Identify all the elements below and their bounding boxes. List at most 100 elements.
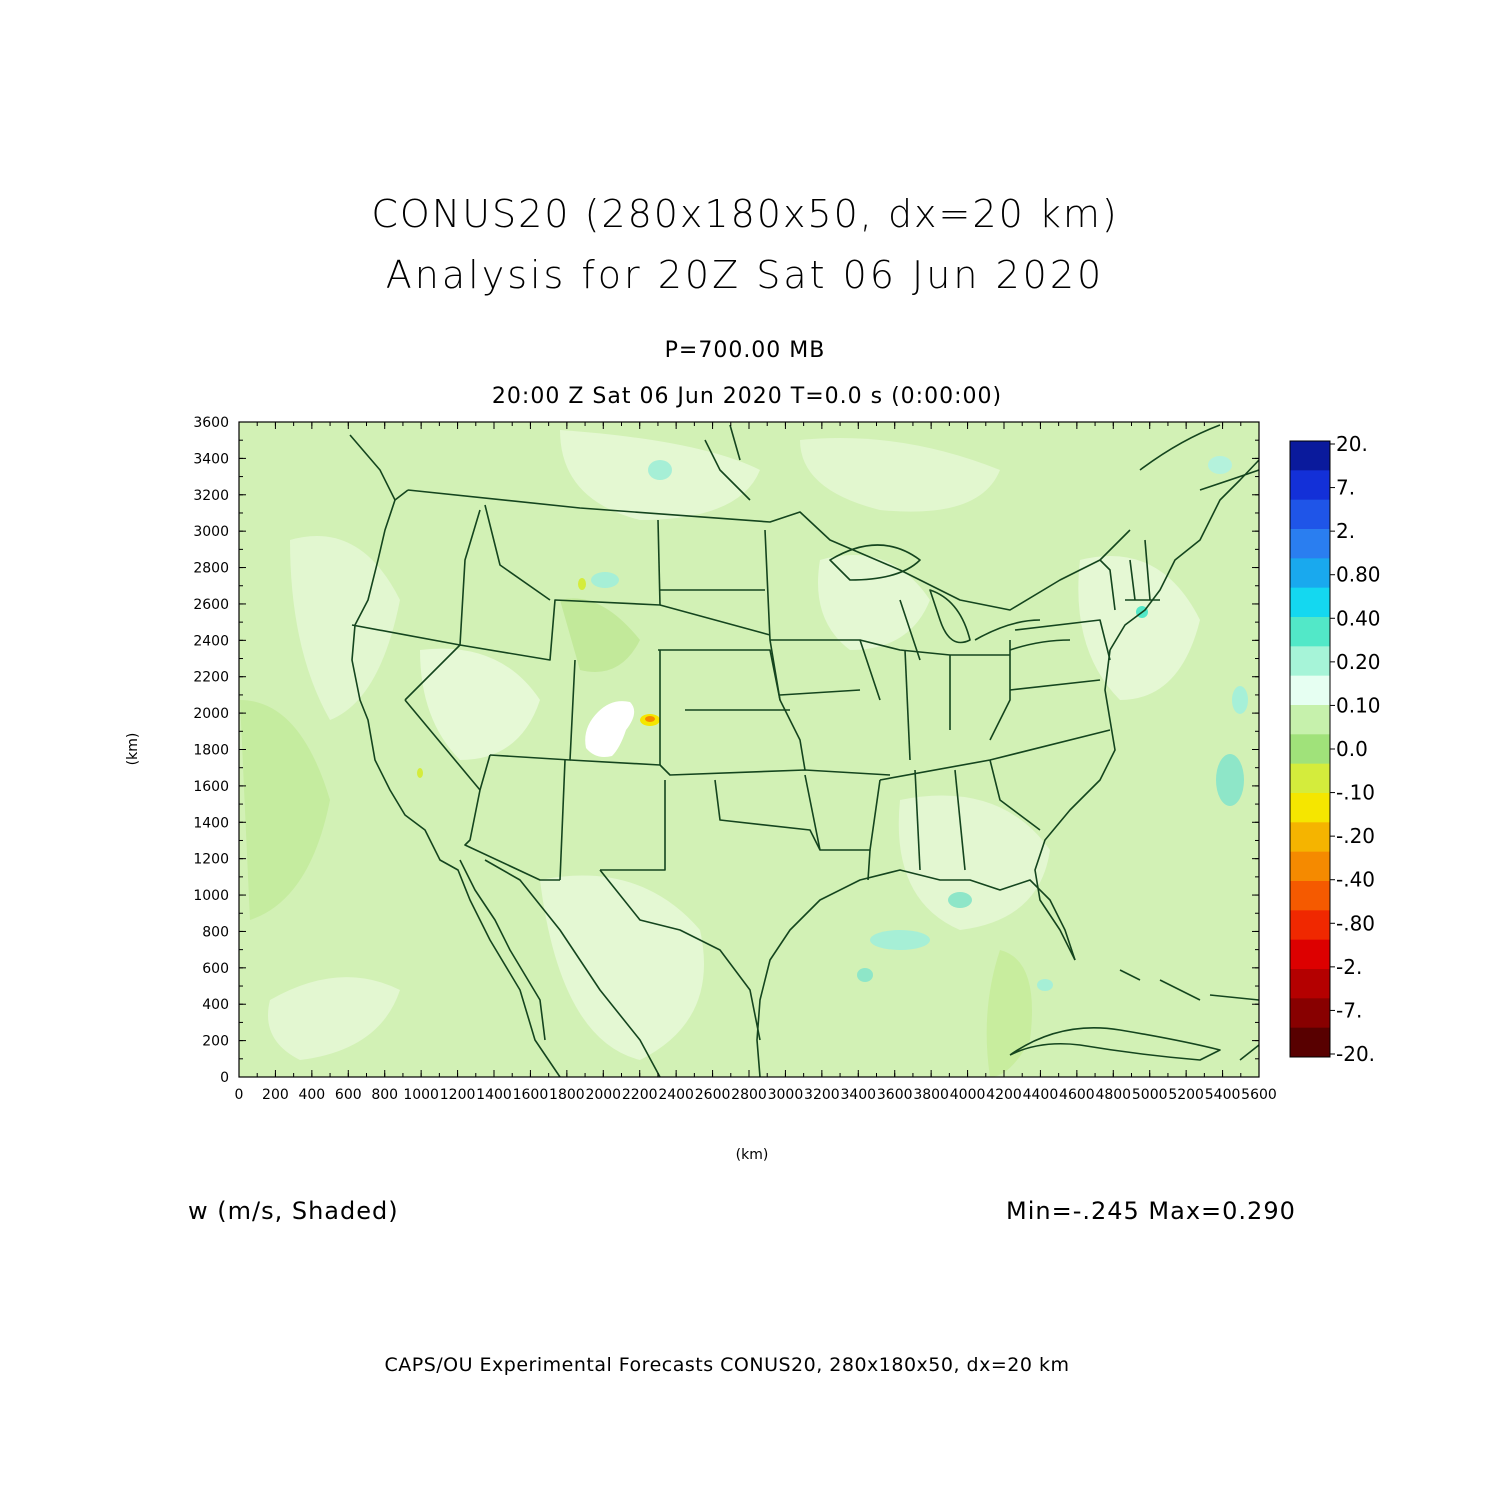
colorbar-label: 20. — [1336, 432, 1368, 456]
colorbar-label: -.10 — [1336, 781, 1375, 805]
y-tick-label: 2000 — [193, 706, 229, 722]
y-tick-label: 2800 — [193, 561, 229, 577]
colorbar-swatch — [1290, 675, 1330, 706]
x-tick-label: 4200 — [986, 1087, 1022, 1103]
y-tick-label: 600 — [202, 961, 229, 977]
colorbar-swatch — [1290, 881, 1330, 911]
colorbar-swatch — [1290, 910, 1330, 941]
colorbar-label: -.80 — [1336, 911, 1375, 935]
colorbar-label: -7. — [1336, 998, 1362, 1022]
colorbar-label: 0.40 — [1336, 606, 1381, 630]
colorbar-swatch — [1290, 470, 1330, 501]
colorbar-swatch — [1290, 1027, 1330, 1058]
y-axis-label: (km) — [125, 733, 141, 766]
x-tick-label: 1200 — [440, 1087, 476, 1103]
x-tick-label: 1000 — [403, 1087, 439, 1103]
colorbar-swatch — [1290, 646, 1330, 677]
x-tick-label: 3200 — [804, 1087, 840, 1103]
colorbar-label: -2. — [1336, 955, 1362, 979]
axis-ticks — [238, 421, 1260, 1078]
y-tick-label: 400 — [202, 997, 229, 1013]
y-tick-label: 3400 — [193, 451, 229, 467]
colorbar-label: 7. — [1336, 476, 1355, 500]
colorbar-swatch — [1290, 763, 1330, 794]
y-tick-label: 0 — [220, 1070, 229, 1086]
x-tick-label: 4400 — [1023, 1087, 1059, 1103]
y-tick-label: 3600 — [193, 415, 229, 431]
x-tick-label: 4600 — [1059, 1087, 1095, 1103]
x-tick-label: 600 — [335, 1087, 362, 1103]
x-tick-label: 2800 — [731, 1087, 767, 1103]
y-tick-labels: 0 200 400 600 800 1000 1200 1400 1600 1800 2000 220… — [193, 415, 229, 1086]
colorbar-swatch — [1290, 851, 1330, 882]
x-tick-label: 5400 — [1205, 1087, 1241, 1103]
y-tick-label: 3200 — [193, 488, 229, 504]
colorbar-swatch — [1290, 998, 1330, 1029]
pressure-level: P=700.00 MB — [664, 338, 826, 363]
y-tick-label: 1400 — [193, 815, 229, 831]
colorbar-label: 0.0 — [1336, 737, 1368, 761]
x-tick-label: 5200 — [1168, 1087, 1204, 1103]
valid-time: 20:00 Z Sat 06 Jun 2020 T=0.0 s (0:00:00… — [491, 384, 1003, 409]
min-max-readout: Min=-.245 Max=0.290 — [1006, 1197, 1296, 1225]
y-tick-label: 3000 — [193, 524, 229, 540]
colorbar-label: 2. — [1336, 519, 1355, 543]
colorbar-swatch — [1290, 705, 1330, 735]
x-tick-label: 1400 — [476, 1087, 512, 1103]
x-tick-label: 200 — [262, 1087, 289, 1103]
x-tick-label: 2600 — [695, 1087, 731, 1103]
colorbar-swatch — [1290, 939, 1330, 970]
x-tick-label: 1800 — [549, 1087, 585, 1103]
y-tick-label: 2400 — [193, 633, 229, 649]
x-tick-label: 2400 — [658, 1087, 694, 1103]
chart-title-line2: Analysis for 20Z Sat 06 Jun 2020 — [385, 253, 1105, 297]
x-tick-label: 4000 — [950, 1087, 986, 1103]
x-tick-label: 0 — [235, 1087, 244, 1103]
x-tick-label: 3400 — [840, 1087, 876, 1103]
variable-label: w (m/s, Shaded) — [188, 1197, 399, 1225]
x-tick-label: 3800 — [913, 1087, 949, 1103]
shaded-field — [239, 422, 1259, 1077]
x-tick-label: 2200 — [622, 1087, 658, 1103]
x-tick-label: 5600 — [1241, 1087, 1277, 1103]
colorbar-swatch — [1290, 822, 1330, 853]
colorbar-swatch — [1290, 499, 1330, 530]
x-axis-label: (km) — [736, 1147, 769, 1163]
colorbar-label: -20. — [1336, 1042, 1375, 1066]
y-tick-label: 1600 — [193, 779, 229, 795]
x-tick-label: 4800 — [1095, 1087, 1131, 1103]
colorbar-swatch — [1290, 558, 1330, 589]
colorbar-swatch — [1290, 969, 1330, 999]
x-tick-label: 1600 — [513, 1087, 549, 1103]
map-boundaries — [349, 424, 1259, 1077]
colorbar: 20. 7. 2. 0.80 0.40 0.20 0.10 0.0 -.10 -.20 -.40 -.… — [1289, 432, 1381, 1066]
colorbar-label: -.20 — [1336, 824, 1375, 848]
chart-title-line1: CONUS20 (280x180x50, dx=20 km) — [371, 192, 1119, 236]
footer-credit: CAPS/OU Experimental Forecasts CONUS20, … — [384, 1354, 1070, 1376]
x-tick-label: 5000 — [1132, 1087, 1168, 1103]
x-tick-label: 3600 — [877, 1087, 913, 1103]
colorbar-swatch — [1290, 734, 1330, 765]
x-tick-label: 3000 — [768, 1087, 804, 1103]
x-tick-label: 400 — [298, 1087, 325, 1103]
colorbar-swatch — [1290, 441, 1330, 471]
y-tick-label: 1200 — [193, 852, 229, 868]
x-tick-label: 2000 — [585, 1087, 621, 1103]
x-tick-labels: 0 200 400 600 800 1000 1200 1400 1600 1800 2000 220… — [235, 1087, 1277, 1103]
colorbar-label: 0.80 — [1336, 563, 1381, 587]
y-tick-label: 2600 — [193, 597, 229, 613]
x-tick-label: 800 — [371, 1087, 398, 1103]
colorbar-label: 0.10 — [1336, 693, 1381, 717]
colorbar-swatch — [1290, 529, 1330, 559]
colorbar-swatch — [1290, 587, 1330, 618]
colorbar-swatch — [1290, 793, 1330, 823]
colorbar-label: 0.20 — [1336, 650, 1381, 674]
y-tick-label: 800 — [202, 924, 229, 940]
y-tick-label: 200 — [202, 1034, 229, 1050]
y-tick-label: 1000 — [193, 888, 229, 904]
colorbar-swatch — [1290, 617, 1330, 647]
y-tick-label: 1800 — [193, 743, 229, 759]
colorbar-label: -.40 — [1336, 868, 1375, 892]
y-tick-label: 2200 — [193, 670, 229, 686]
